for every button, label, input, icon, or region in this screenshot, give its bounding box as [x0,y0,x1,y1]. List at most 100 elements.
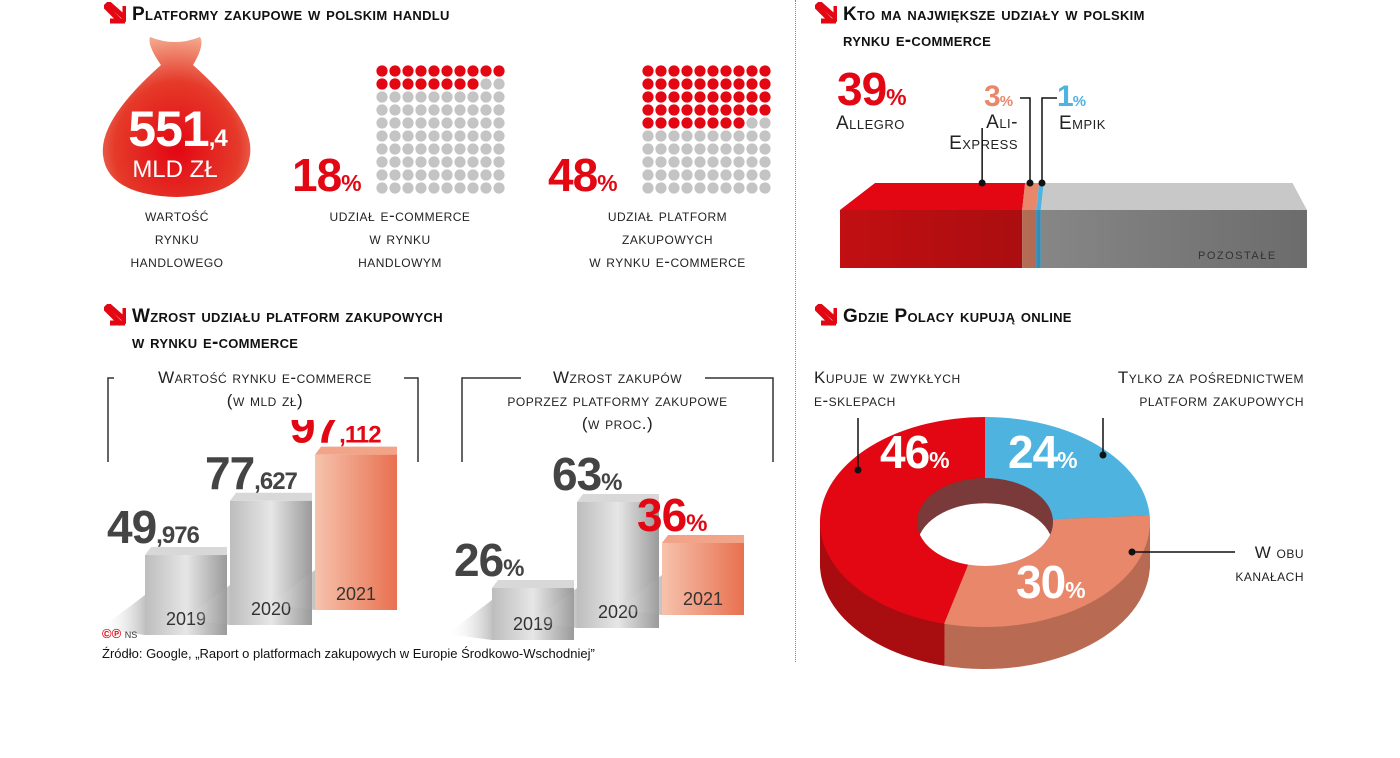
waffle-dot-empty [694,169,706,181]
value-big: 26 [454,534,503,586]
arrow-down-right-icon [815,2,837,24]
label-line: handlowym [358,252,442,271]
waffle-dot-empty [441,104,453,116]
waffle-dot-empty [376,156,388,168]
bar-value-label: 26% [454,534,524,586]
share-number: 46 [880,426,930,478]
regular-leader-dot [854,466,862,474]
market-value-int: 551 [128,101,209,157]
waffle-dot-filled [694,91,706,103]
waffle-dot-filled [467,78,479,90]
allegro-label: Allegro [836,113,905,134]
waffle-dot-empty [480,182,492,194]
waffle-dot-empty [428,169,440,181]
waffle-dot-filled [707,91,719,103]
label-line: Tylko za pośrednictwem [1117,368,1304,387]
waffle-dot-empty [642,143,654,155]
both-leader-dot [1128,548,1136,556]
waffle-dot-empty [402,91,414,103]
waffle-dot-filled [746,78,758,90]
waffle-dot-empty [759,143,771,155]
bar-top-face [662,535,744,543]
waffle-dot-empty [467,91,479,103]
waffle-dot-filled [720,117,732,129]
waffle-dot-filled [707,104,719,116]
waffle-dot-empty [441,117,453,129]
waffle-dot-empty [467,130,479,142]
section-title-growth: Wzrost udziału platform zakupowych w rynk… [132,304,443,356]
waffle-dot-empty [694,182,706,194]
waffle-dot-empty [480,130,492,142]
bar-top-face [230,492,312,501]
ecom-share-value: 18% [292,148,362,202]
waffle-dot-filled [720,91,732,103]
value-small: ,112 [339,422,381,449]
waffle-dot-empty [376,143,388,155]
bar-shadow [270,570,315,610]
label-line: platform zakupowych [1139,391,1304,410]
ecom-share-label: udział e-commerce w rynku handlowym [300,204,500,273]
waffle-dot-empty [746,130,758,142]
waffle-dot-filled [733,104,745,116]
waffle-dot-filled [454,65,466,77]
waffle-dot-filled [655,104,667,116]
waffle-dot-empty [454,143,466,155]
waffle-dot-filled [746,65,758,77]
waffle-dot-empty [415,143,427,155]
waffle-dot-empty [415,169,427,181]
title-line: Kto ma największe udziały w polskim [843,4,1145,25]
waffle-dot-empty [746,156,758,168]
waffle-dot-empty [376,117,388,129]
value-big: 49 [107,501,156,553]
waffle-dot-empty [668,169,680,181]
label-line: udział e-commerce [329,206,471,225]
platforms-only-share: 24% [1008,425,1078,479]
stack-top-Empik [1036,183,1044,210]
allegro-share-number: 39 [837,63,887,115]
waffle-dot-empty [681,130,693,142]
waffle-dot-filled [681,104,693,116]
waffle-dot-empty [707,182,719,194]
waffle-dot-empty [402,130,414,142]
waffle-dot-empty [681,182,693,194]
waffle-dot-empty [493,130,505,142]
bar-shadow [447,600,492,640]
value-big: 77 [205,447,254,499]
waffle-dot-filled [441,65,453,77]
others-label: pozostałe [1198,246,1277,263]
label-line: w rynku e-commerce [589,252,746,271]
bar-2021 [315,454,397,610]
waffle-dot-empty [759,169,771,181]
waffle-dot-filled [707,78,719,90]
bar-value-label: 36% [637,489,707,541]
waffle-dot-filled [746,104,758,116]
donut-slice-30 [943,515,1150,627]
waffle-dot-empty [493,169,505,181]
waffle-dot-empty [720,169,732,181]
waffle-dot-filled [480,65,492,77]
bar-shadow [185,585,230,625]
waffle-dot-filled [681,117,693,129]
waffle-dot-filled [759,65,771,77]
waffle-dot-empty [480,117,492,129]
title-line: Wzrost udziału platform zakupowych [132,306,443,327]
waffle-dot-empty [694,130,706,142]
waffle-dot-empty [642,130,654,142]
empik-share: 1% [1057,80,1086,114]
title-line: rynku e-commerce [843,30,992,51]
waffle-dot-empty [415,156,427,168]
stack-top-Allegro [840,183,1026,210]
waffle-dot-empty [454,104,466,116]
caption-line: Wartość rynku e-commerce [158,368,372,387]
aliexpress-leader-line [1020,97,1031,183]
waffle-dot-empty [668,143,680,155]
market-value-label: wartość rynku handlowego [97,204,257,273]
waffle-dot-filled [668,65,680,77]
waffle-dot-empty [759,117,771,129]
waffle-dot-filled [694,78,706,90]
copyright-symbols: ©℗ [102,626,122,641]
percent-sign: % [597,170,618,196]
waffle-dot-filled [415,65,427,77]
waffle-dot-filled [759,104,771,116]
waffle-dot-filled [733,91,745,103]
